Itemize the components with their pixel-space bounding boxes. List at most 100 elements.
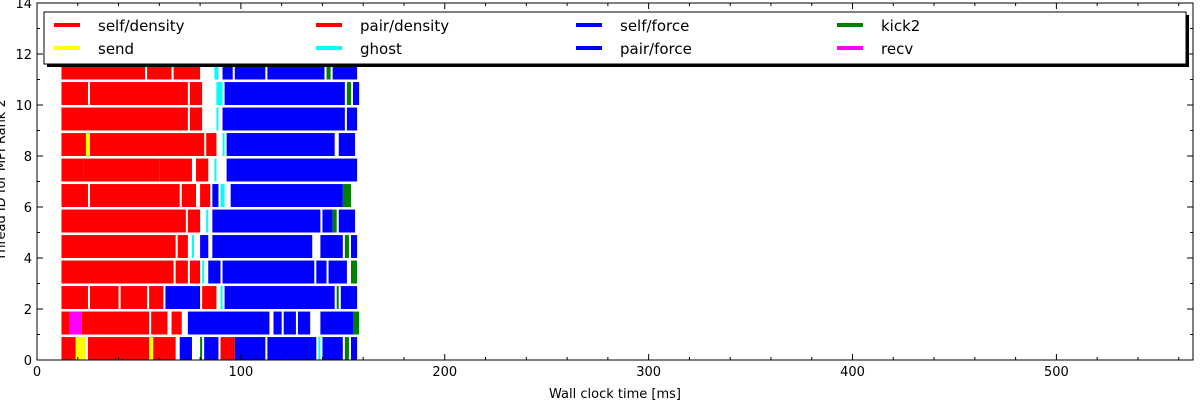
task-bar-pair-force-t1-8 (297, 311, 311, 335)
task-bar-pair-density-t4-1 (177, 235, 188, 258)
task-bar-kick2-t0-13 (344, 337, 349, 360)
legend-label-pair-force: pair/force (620, 40, 692, 58)
task-bar-pair-density-t0-2 (87, 337, 150, 360)
x-tick-label: 0 (33, 365, 41, 380)
thread-row-4 (61, 235, 358, 258)
task-bar-ghost-t9-2 (216, 107, 219, 131)
task-bar-pair-density-t0-4 (153, 337, 176, 360)
y-tick-label: 12 (15, 48, 32, 63)
task-bar-pair-density-t2-3 (149, 286, 164, 309)
y-tick-label: 0 (24, 354, 32, 369)
task-bar-pair-density-t9-0 (61, 107, 188, 131)
task-bar-pair-force-t6-4 (212, 184, 219, 207)
task-bar-pair-force-t11-4 (222, 56, 233, 80)
task-bar-pair-force-t9-3 (222, 107, 345, 131)
task-bar-pair-force-t0-12 (322, 337, 343, 360)
thread-row-0 (61, 337, 358, 360)
task-bar-pair-density-t9-1 (189, 107, 203, 131)
task-bar-kick2-t2-8 (336, 286, 339, 309)
task-bar-pair-density-t1-4 (171, 311, 182, 335)
task-bar-pair-force-t5-6 (338, 209, 356, 233)
task-bar-pair-density-t7-1 (83, 158, 160, 182)
task-bar-pair-force-t5-3 (212, 209, 321, 233)
task-bar-pair-density-t10-0 (61, 82, 88, 105)
task-bar-pair-density-t6-2 (181, 184, 197, 207)
x-tick-label: 400 (840, 365, 865, 380)
task-bar-pair-density-t8-0 (61, 133, 86, 156)
task-bar-pair-density-t7-3 (196, 158, 209, 182)
x-tick-label: 100 (228, 365, 253, 380)
x-tick-label: 500 (1044, 365, 1069, 380)
task-bar-pair-force-t3-7 (328, 260, 347, 284)
y-tick-label: 2 (24, 303, 32, 318)
task-bar-pair-force-t2-9 (340, 286, 358, 309)
task-bar-ghost-t7-4 (214, 158, 217, 182)
x-axis-title: Wall clock time [ms] (549, 387, 681, 400)
task-bar-ghost-t3-3 (202, 260, 205, 284)
task-bar-pair-force-t8-6 (338, 133, 356, 156)
task-bar-pair-density-t1-0 (61, 311, 70, 335)
task-bar-pair-force-t0-14 (350, 337, 358, 360)
task-bar-pair-density-t2-2 (120, 286, 148, 309)
legend-label-send: send (98, 40, 134, 58)
legend: self/density send pair/density ghost self/fo… (43, 11, 1189, 67)
y-tick-label: 8 (24, 150, 32, 165)
thread-row-1 (61, 311, 360, 335)
thread-row-7 (61, 158, 358, 182)
bars-layer (61, 56, 360, 360)
task-bar-pair-force-t4-4 (212, 235, 313, 258)
task-bar-send-t8-1 (85, 133, 91, 156)
task-bar-pair-density-t7-2 (159, 158, 192, 182)
task-bar-pair-force-t0-7 (204, 337, 219, 360)
x-tick-label: 200 (432, 365, 457, 380)
task-bar-pair-density-t3-2 (189, 260, 201, 284)
task-bar-ghost-t8-4 (222, 133, 225, 156)
thread-row-8 (61, 133, 356, 156)
legend-label-self-force: self/force (620, 17, 689, 35)
task-bar-pair-force-t4-7 (350, 235, 358, 258)
x-tick-label: 300 (636, 365, 661, 380)
task-bar-pair-density-t1-3 (151, 311, 168, 335)
legend-label-pair-density: pair/density (360, 17, 449, 35)
legend-label-self-density: self/density (98, 17, 185, 35)
task-bar-pair-force-t1-9 (320, 311, 354, 335)
task-bar-pair-force-t0-5 (179, 337, 192, 360)
task-bar-pair-force-t10-4 (224, 82, 345, 105)
task-bar-pair-density-t0-0 (61, 337, 76, 360)
legend-label-ghost: ghost (360, 40, 402, 58)
legend-label-kick2: kick2 (881, 17, 920, 35)
task-bar-pair-force-t6-6 (230, 184, 343, 207)
task-bar-pair-density-t3-0 (61, 260, 174, 284)
task-bar-pair-force-t1-7 (283, 311, 296, 335)
task-bar-kick2-t4-6 (344, 235, 349, 258)
task-bar-pair-density-t4-0 (61, 235, 176, 258)
task-bar-pair-force-t1-5 (187, 311, 270, 335)
task-bar-ghost-t11-3 (214, 56, 219, 80)
task-bar-pair-force-t4-5 (320, 235, 343, 258)
task-bar-pair-density-t5-1 (187, 209, 201, 233)
task-bar-pair-force-t0-9 (234, 337, 266, 360)
task-bar-pair-density-t6-0 (61, 184, 88, 207)
task-bar-pair-force-t1-6 (273, 311, 282, 335)
task-bar-recv-t1-1 (69, 311, 82, 335)
task-bar-send-t0-3 (149, 337, 154, 360)
task-bar-pair-density-t10-2 (189, 82, 203, 105)
thread-row-6 (61, 184, 351, 207)
task-bar-pair-force-t9-4 (346, 107, 358, 131)
task-bar-kick2-t0-6 (200, 337, 203, 360)
task-bar-kick2-t5-5 (332, 209, 337, 233)
task-bar-pair-density-t10-1 (90, 82, 188, 105)
task-bar-pair-density-t5-0 (61, 209, 186, 233)
y-axis-title: Thread ID for MPI Rank 2 (0, 99, 9, 261)
thread-row-3 (61, 260, 358, 284)
task-bar-kick2-t1-10 (353, 311, 360, 335)
task-bar-pair-density-t8-3 (206, 133, 217, 156)
task-bar-pair-density-t7-0 (61, 158, 84, 182)
task-bar-pair-force-t10-6 (353, 82, 360, 105)
thread-row-5 (61, 209, 356, 233)
y-tick-label: 14 (15, 0, 32, 12)
task-bar-ghost-t5-2 (206, 209, 209, 233)
thread-row-9 (61, 107, 358, 131)
task-bar-ghost-t2-6 (220, 286, 223, 309)
